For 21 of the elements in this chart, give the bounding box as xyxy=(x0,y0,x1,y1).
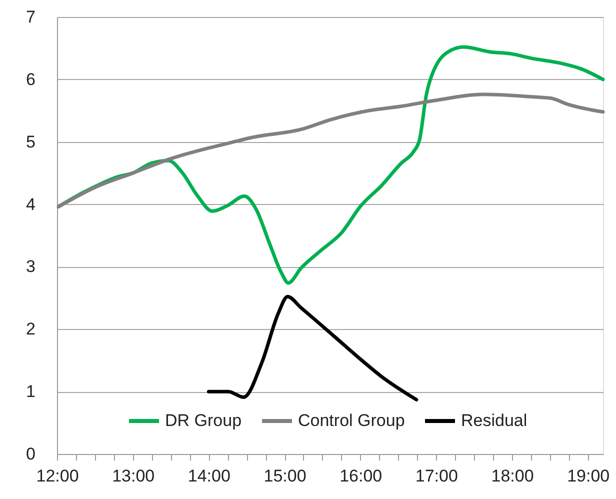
x-tick-label: 18:00 xyxy=(491,466,534,486)
x-tick-label: 14:00 xyxy=(188,466,230,486)
y-tick-label: 3 xyxy=(26,257,36,276)
legend-label: Control Group xyxy=(298,411,405,430)
y-tick-label: 4 xyxy=(26,194,36,214)
legend-label: Residual xyxy=(461,411,528,430)
x-tick-label: 19:00 xyxy=(567,466,610,486)
x-tick-label: 16:00 xyxy=(340,466,382,486)
y-tick-label: 0 xyxy=(26,444,36,464)
legend-label: DR Group xyxy=(165,411,242,430)
y-tick-label: 5 xyxy=(26,132,36,152)
line-series xyxy=(56,92,605,209)
y-tick-label: 1 xyxy=(26,382,36,402)
x-tick-label: 12:00 xyxy=(36,466,79,486)
y-tick-label: 7 xyxy=(26,8,36,26)
y-tick-label: 2 xyxy=(26,320,36,339)
line-series xyxy=(206,294,418,402)
x-tick-label: 15:00 xyxy=(264,466,306,486)
x-tick-label: 13:00 xyxy=(112,466,155,486)
x-tick-label: 17:00 xyxy=(415,466,458,486)
y-tick-label: 6 xyxy=(26,70,36,89)
